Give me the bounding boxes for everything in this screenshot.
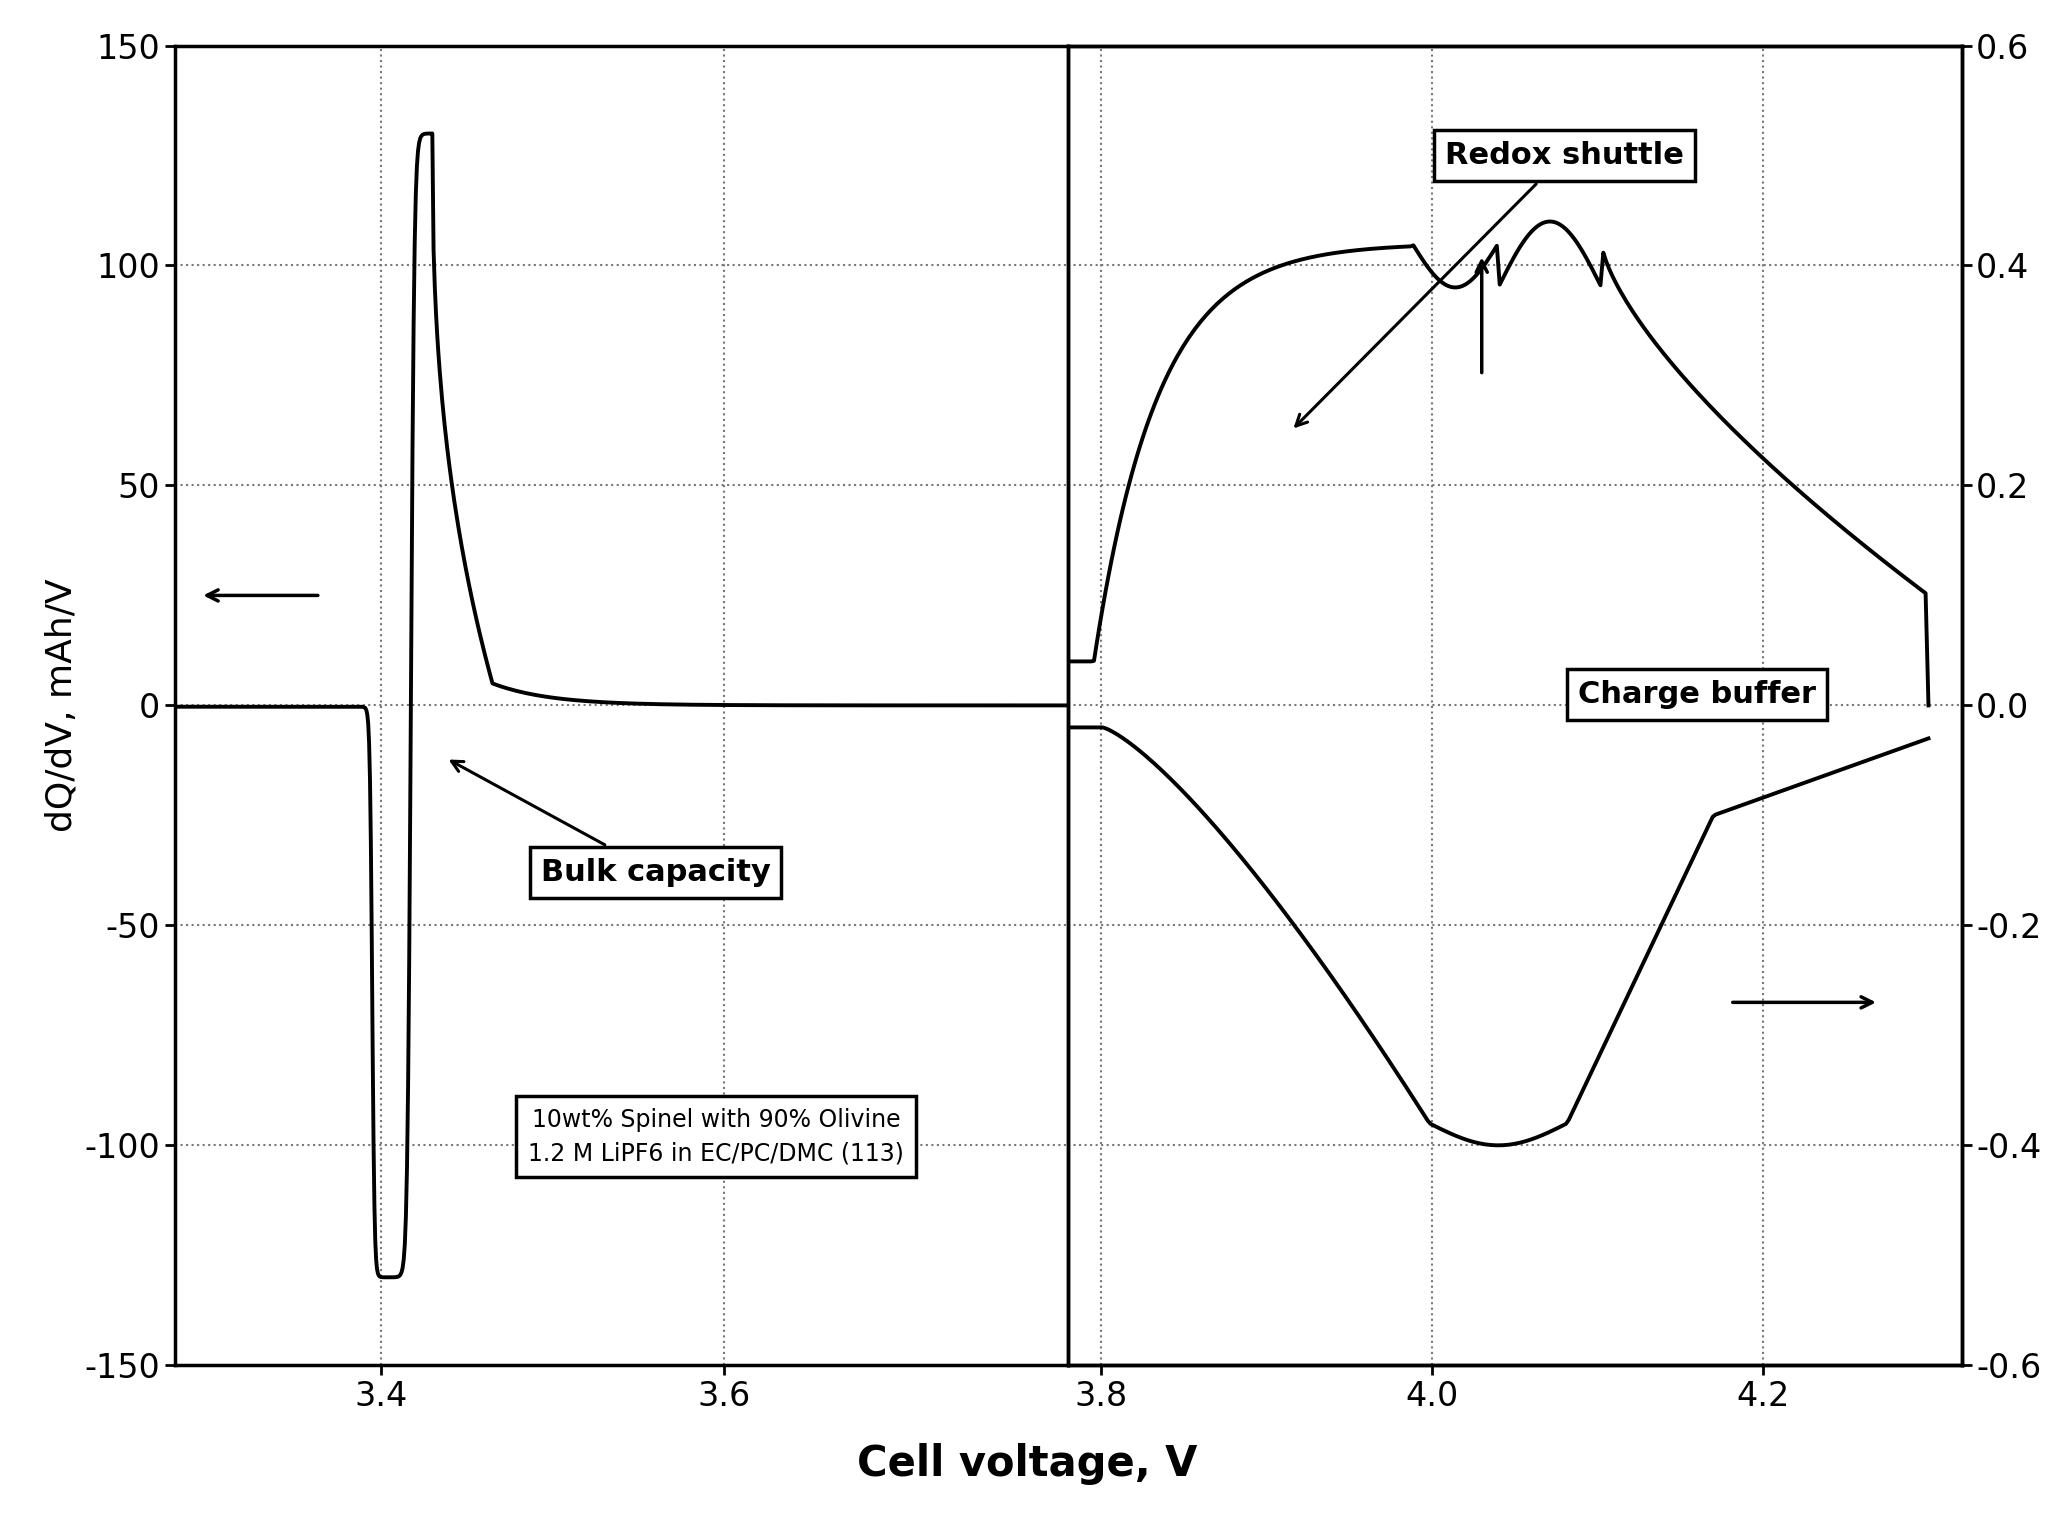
Text: Bulk capacity: Bulk capacity [452,762,770,887]
Text: Cell voltage, V: Cell voltage, V [857,1443,1197,1485]
Text: Redox shuttle: Redox shuttle [1296,141,1684,426]
Text: 10wt% Spinel with 90% Olivine
1.2 M LiPF6 in EC/PC/DMC (113): 10wt% Spinel with 90% Olivine 1.2 M LiPF… [528,1107,904,1165]
Text: Charge buffer: Charge buffer [1577,680,1816,708]
Y-axis label: dQ/dV, mAh/V: dQ/dV, mAh/V [45,578,78,833]
